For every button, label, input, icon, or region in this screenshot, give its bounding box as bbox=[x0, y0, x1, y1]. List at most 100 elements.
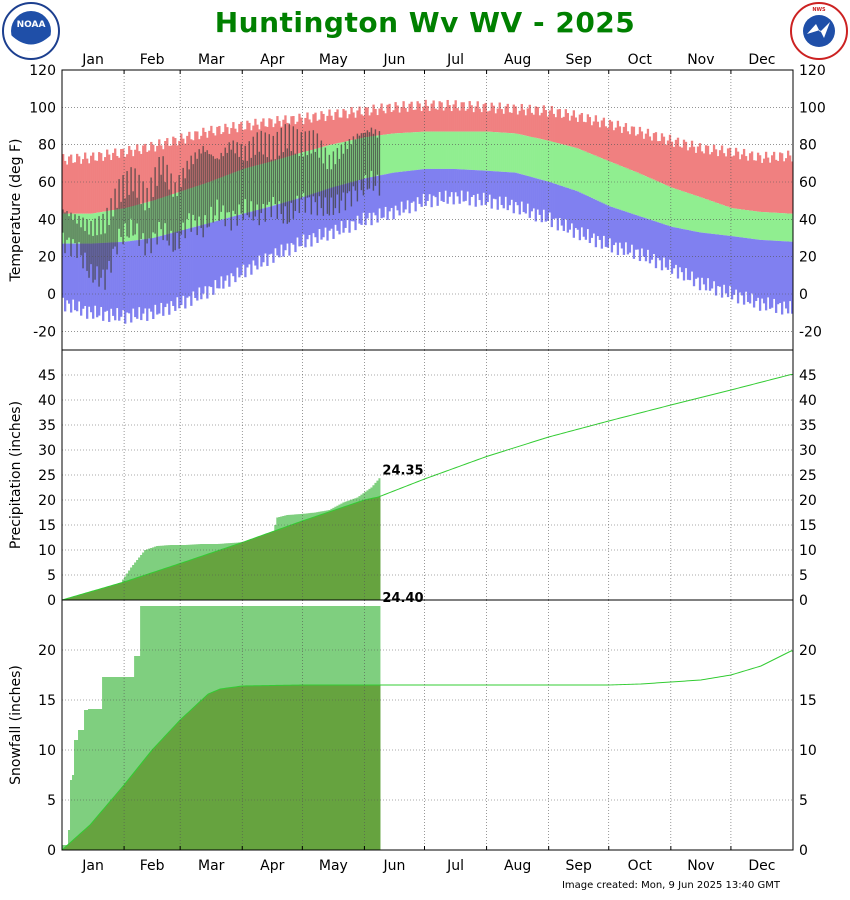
record-high-bar bbox=[576, 121, 580, 149]
month-label-top: Jan bbox=[81, 52, 104, 68]
record-low-bar bbox=[218, 220, 221, 289]
normal-range-bar bbox=[754, 211, 758, 240]
record-low-bar bbox=[712, 234, 716, 282]
record-low-bar bbox=[112, 242, 115, 316]
record-high-bar bbox=[550, 106, 553, 142]
record-low-bar bbox=[472, 170, 475, 196]
record-high-bar bbox=[614, 127, 618, 164]
normal-range-bar bbox=[458, 131, 461, 170]
record-high-bar bbox=[340, 117, 343, 143]
normal-range-bar bbox=[740, 209, 744, 238]
observed-temp-bar bbox=[322, 163, 325, 216]
record-high-bar bbox=[428, 110, 431, 132]
normal-range-bar bbox=[574, 147, 578, 191]
record-low-bar bbox=[256, 210, 259, 270]
observed-temp-bar bbox=[292, 126, 295, 219]
record-low-bar bbox=[320, 190, 323, 240]
record-low-bar bbox=[662, 224, 666, 258]
record-low-bar bbox=[138, 239, 141, 308]
normal-range-bar bbox=[618, 165, 622, 210]
record-low-bar bbox=[742, 237, 746, 305]
normal-range-bar bbox=[558, 143, 561, 186]
normal-range-bar bbox=[430, 131, 433, 169]
record-high-bar bbox=[538, 115, 541, 139]
observed-temp-bar bbox=[220, 152, 222, 212]
record-high-bar bbox=[192, 140, 195, 188]
record-high-bar bbox=[526, 108, 529, 137]
y-tick-label-right: 15 bbox=[799, 518, 817, 534]
record-low-bar bbox=[730, 236, 734, 300]
observed-temp-bar bbox=[320, 140, 323, 209]
normal-range-bar bbox=[720, 204, 724, 235]
record-high-bar bbox=[184, 143, 187, 190]
record-high-bar bbox=[150, 141, 153, 202]
record-low-bar bbox=[142, 239, 145, 314]
record-low-bar bbox=[522, 174, 525, 213]
record-low-bar bbox=[172, 232, 175, 306]
month-label-bottom: Apr bbox=[260, 858, 284, 874]
y-tick-label-right: 30 bbox=[799, 443, 817, 459]
record-high-bar bbox=[152, 144, 155, 201]
month-label-top: Jun bbox=[383, 52, 406, 68]
record-high-bar bbox=[404, 107, 407, 133]
normal-range-bar bbox=[326, 145, 329, 189]
normal-range-bar bbox=[732, 208, 736, 237]
observed-temp-bar bbox=[306, 155, 309, 198]
record-high-bar bbox=[496, 108, 499, 133]
record-high-bar bbox=[390, 111, 393, 134]
record-high-bar bbox=[636, 134, 640, 173]
record-low-bar bbox=[244, 213, 247, 278]
observed-temp-bar bbox=[216, 158, 218, 200]
observed-temp-bar bbox=[356, 133, 359, 202]
month-label-bottom: Mar bbox=[198, 858, 225, 874]
y-tick-label-left: 60 bbox=[38, 175, 56, 191]
normal-range-bar bbox=[436, 131, 439, 169]
record-high-bar bbox=[488, 110, 491, 132]
observed-temp-bar bbox=[270, 159, 272, 218]
normal-range-bar bbox=[710, 201, 714, 234]
record-high-bar bbox=[234, 128, 237, 173]
record-high-bar bbox=[472, 112, 475, 132]
observed-temp-bar bbox=[276, 131, 278, 219]
record-low-bar bbox=[158, 236, 161, 314]
observed-temp-bar bbox=[88, 234, 90, 278]
record-low-bar bbox=[118, 242, 121, 321]
record-low-bar bbox=[296, 198, 299, 238]
record-low-bar bbox=[110, 242, 113, 309]
observed-temp-bar bbox=[362, 132, 365, 196]
record-low-bar bbox=[504, 172, 507, 197]
record-high-bar bbox=[468, 101, 471, 132]
observed-temp-bar bbox=[190, 155, 192, 232]
normal-range-bar bbox=[692, 194, 696, 232]
record-high-bar bbox=[460, 102, 463, 132]
ytd-total-label: 24.40 bbox=[382, 591, 423, 606]
record-high-bar bbox=[474, 106, 477, 132]
y-tick-label-left: 10 bbox=[38, 543, 56, 559]
normal-range-bar bbox=[464, 131, 467, 170]
record-low-bar bbox=[312, 193, 315, 234]
observed-temp-bar bbox=[174, 182, 176, 251]
record-low-bar bbox=[628, 212, 632, 253]
record-high-bar bbox=[294, 124, 297, 155]
record-high-bar bbox=[686, 150, 690, 193]
normal-range-bar bbox=[730, 208, 734, 237]
record-low-bar bbox=[772, 240, 776, 299]
normal-range-bar bbox=[456, 131, 459, 170]
record-high-bar bbox=[290, 116, 293, 156]
record-high-bar bbox=[588, 117, 592, 154]
record-high-bar bbox=[656, 141, 660, 182]
record-high-bar bbox=[250, 130, 253, 167]
record-high-bar bbox=[432, 100, 435, 132]
observed-temp-bar bbox=[364, 132, 367, 175]
normal-range-bar bbox=[496, 132, 499, 172]
observed-temp-bar bbox=[228, 142, 230, 213]
record-low-bar bbox=[384, 174, 387, 207]
record-high-bar bbox=[334, 112, 337, 144]
record-high-bar bbox=[358, 106, 361, 139]
record-high-bar bbox=[370, 112, 373, 137]
observed-temp-bar bbox=[186, 160, 188, 220]
record-low-bar bbox=[224, 218, 227, 281]
record-high-bar bbox=[476, 101, 479, 132]
normal-range-bar bbox=[750, 210, 754, 239]
y-tick-label-right: 5 bbox=[799, 568, 808, 584]
